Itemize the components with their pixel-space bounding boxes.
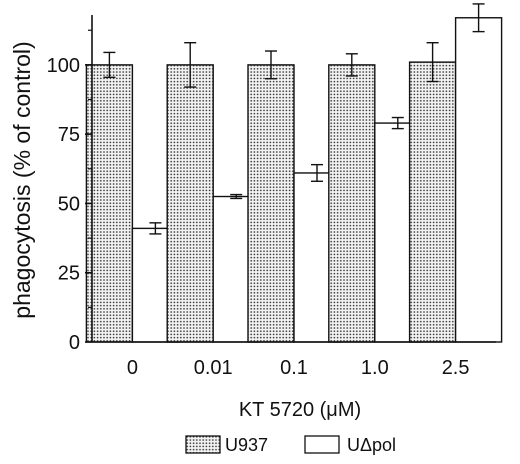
error-bar-u937-1 [184, 42, 197, 88]
bar-u937-4 [408, 61, 457, 343]
legend-label-u937: U937 [225, 435, 268, 455]
x-tick-label-0: 0 [127, 357, 138, 379]
y-tick-label-0: 0 [69, 332, 80, 354]
error-bar-upol-1 [230, 193, 243, 200]
x-tick-label-4: 2.5 [442, 357, 470, 379]
legend-label-udeltapol: UΔpol [347, 435, 396, 455]
bar-u937-0 [85, 64, 134, 343]
error-bar-u937-0 [103, 51, 116, 79]
bar-u937-2 [247, 64, 295, 343]
error-bars [103, 3, 485, 235]
legend-swatch-udeltapol [304, 435, 340, 454]
error-bar-upol-0 [149, 222, 162, 235]
error-bar-upol-4 [472, 3, 485, 33]
y-tick-label-1: 25 [58, 263, 80, 285]
legend-swatch-u937 [185, 435, 221, 454]
legend: U937 UΔpol [185, 435, 396, 455]
error-bar-u937-4 [426, 42, 439, 83]
x-tick-label-3: 1.0 [361, 357, 389, 379]
axes: 0 0.01 0.1 1.0 2.5 0 25 50 75 100 [47, 15, 496, 379]
y-axis-label: phagocytosis (% of control) [9, 41, 35, 318]
error-bar-upol-2 [311, 163, 323, 182]
x-tick-label-1: 0.01 [194, 357, 233, 379]
y-tick-label-3: 75 [58, 124, 80, 146]
y-tick-label-2: 50 [58, 193, 80, 215]
x-tick-label-2: 0.1 [280, 357, 308, 379]
bar-upol-4 [454, 17, 503, 343]
error-bar-upol-3 [391, 116, 404, 130]
bars [85, 17, 503, 343]
bar-u937-3 [328, 64, 376, 343]
error-bar-u937-3 [345, 53, 358, 77]
error-bar-u937-2 [265, 50, 277, 80]
bar-u937-1 [166, 64, 214, 343]
y-tick-label-4: 100 [47, 55, 80, 77]
x-axis-label: KT 5720 (μM) [239, 399, 361, 421]
